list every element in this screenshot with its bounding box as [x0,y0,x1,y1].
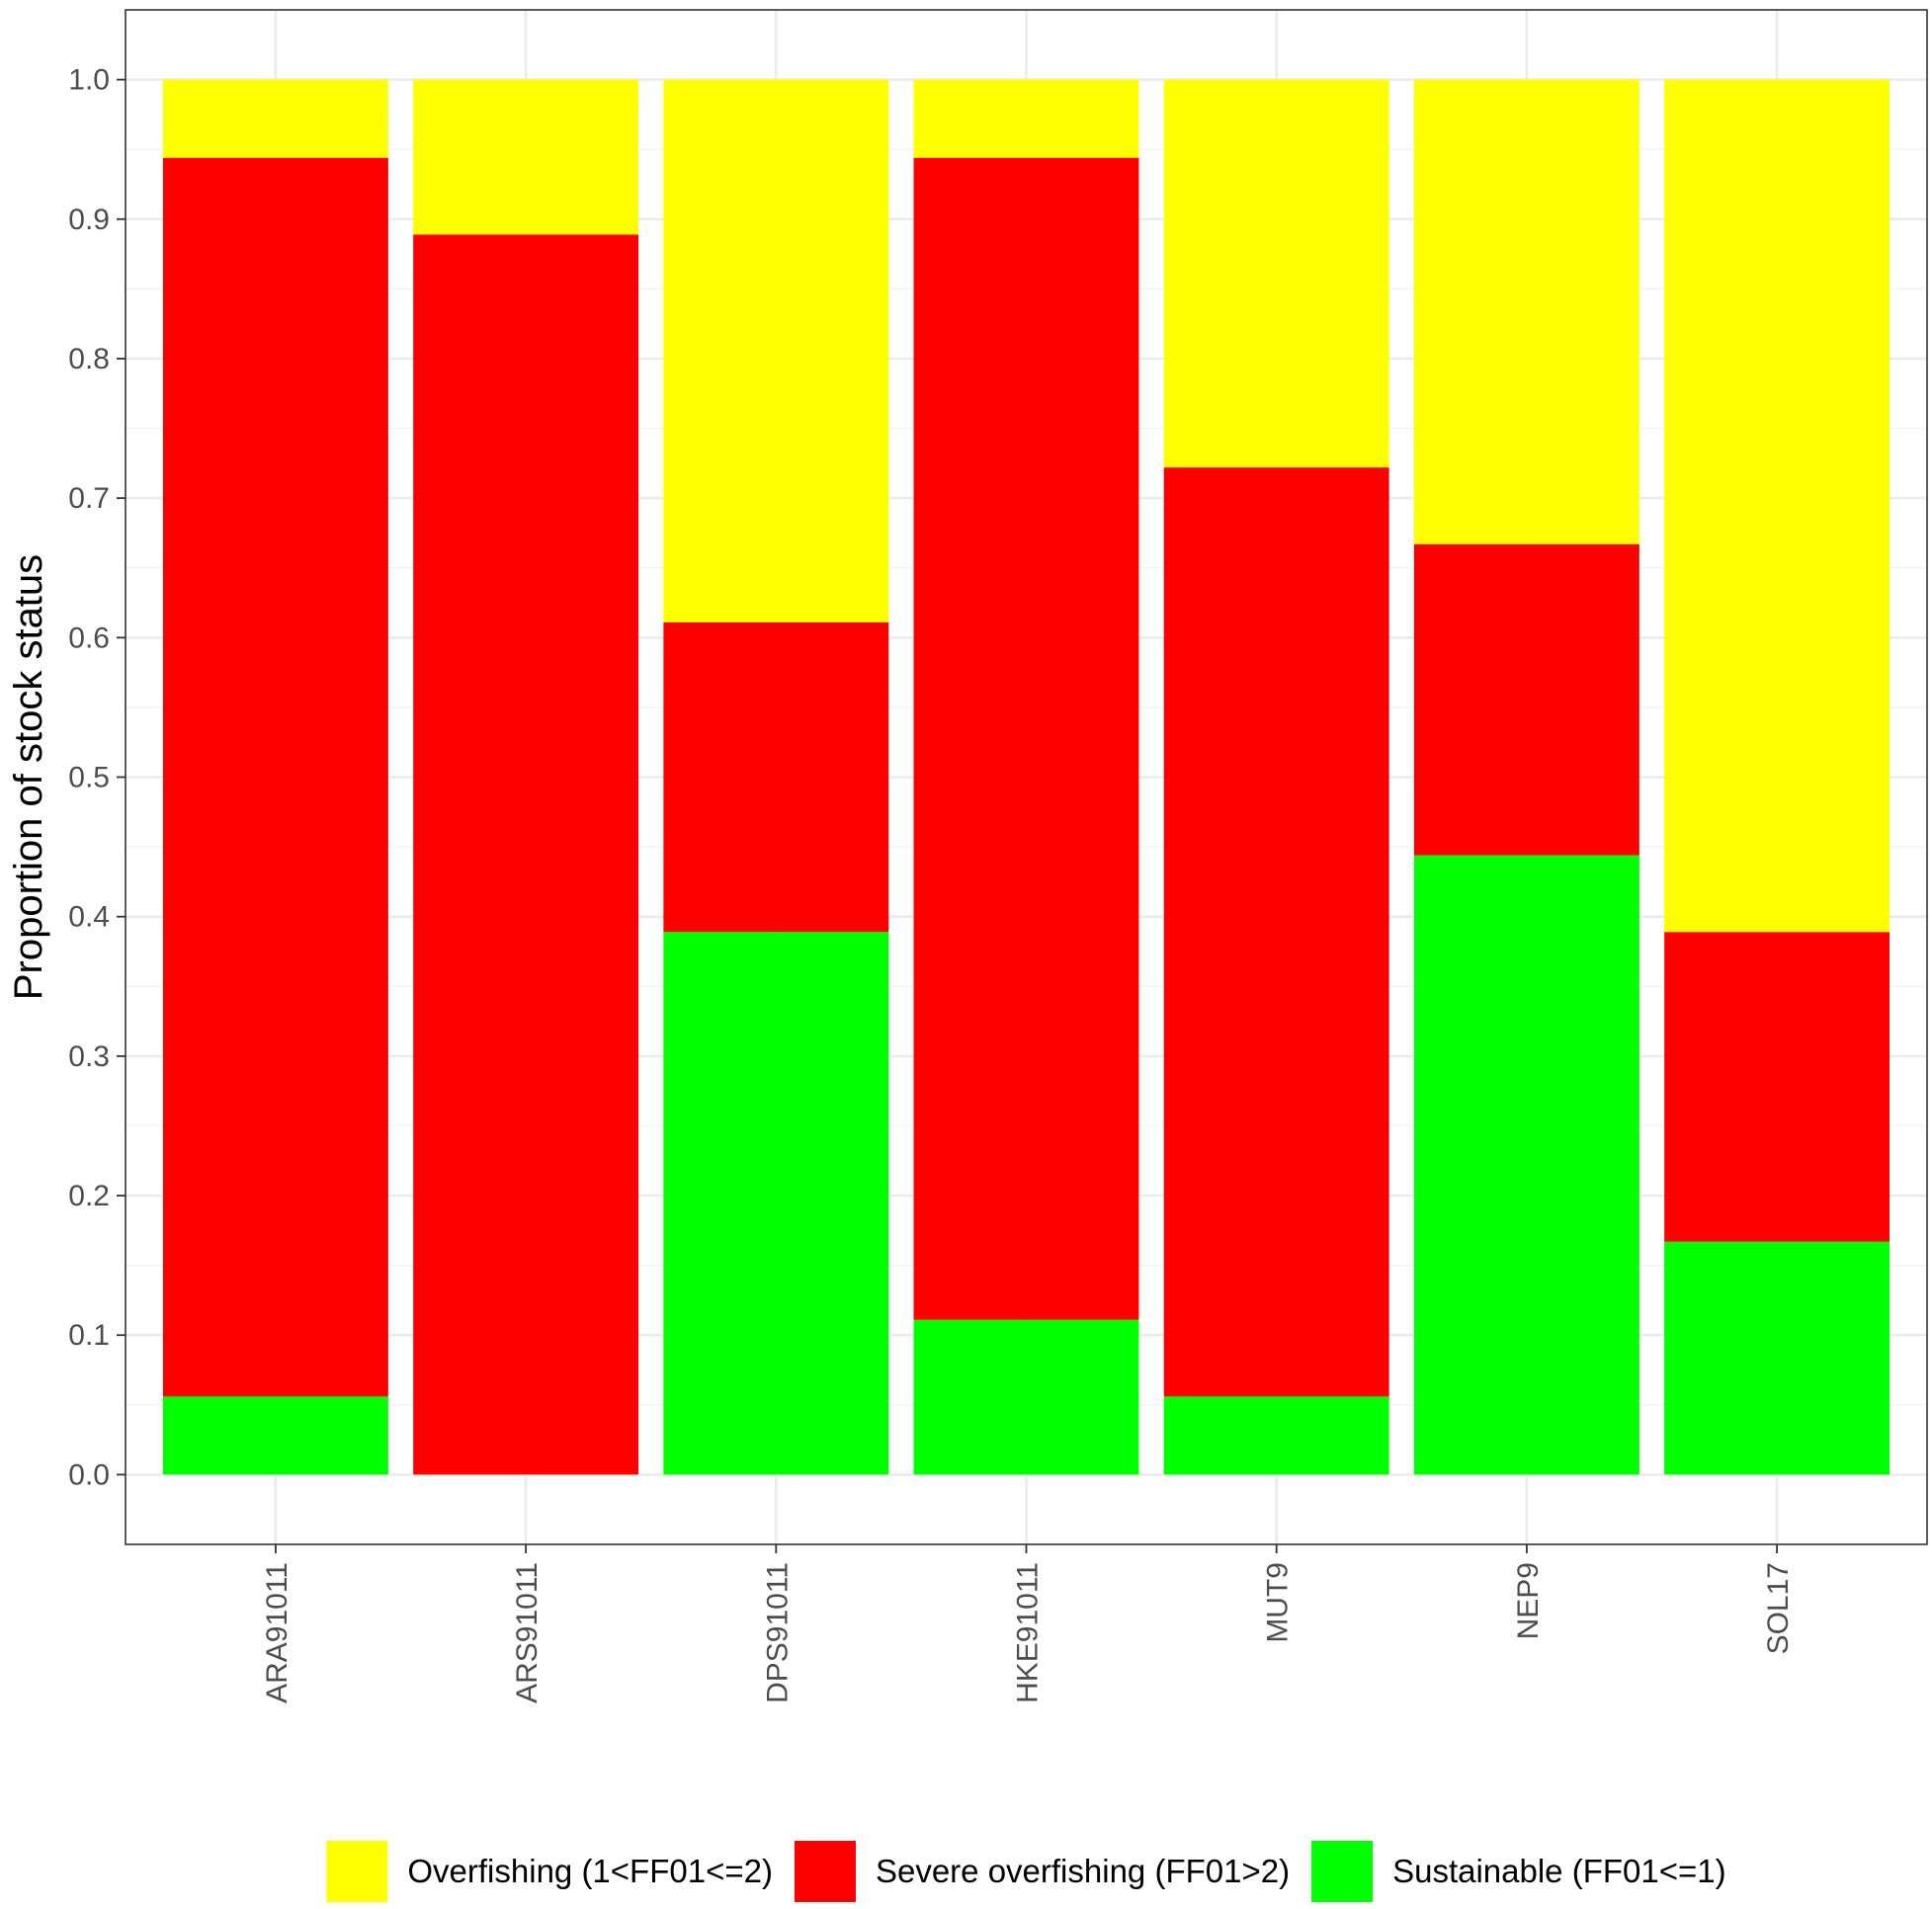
y-axis-title: Proportion of stock status [7,554,50,1000]
x-tick-label: NEP9 [1512,1562,1545,1639]
y-axis: 0.0 0.1 0.2 0.3 0.4 0.5 0.6 0.7 0.8 0.9 1.0 [68,64,126,1491]
bar-segment-hke91011-series-0 [913,1319,1139,1475]
x-tick-label: ARS91011 [511,1562,544,1703]
legend-label: Sustainable (FF01<=1) [1392,1853,1726,1889]
bar-segment-nep9-series-0 [1413,855,1639,1475]
bar-segment-sol17-series-2 [1664,79,1890,933]
bar-segment-ara91011-series-2 [162,79,388,158]
x-tick-label: ARA91011 [261,1562,294,1703]
x-axis: ARA91011 ARS91011 DPS91011 HKE91011 MUT9 NEP9… [261,1544,1795,1703]
bar-segment-ars91011-series-2 [413,79,639,235]
bar-segment-dps91011-series-1 [663,622,889,933]
bars [162,79,1890,1475]
y-tick-label: 1.0 [68,64,110,97]
bar-segment-nep9-series-2 [1413,79,1639,544]
x-tick-label: HKE91011 [1012,1562,1045,1703]
y-tick-label: 0.0 [68,1458,110,1491]
y-tick-label: 0.1 [68,1319,110,1352]
bar-segment-nep9-series-1 [1413,543,1639,856]
y-tick-label: 0.7 [68,482,110,515]
y-tick-label: 0.3 [68,1040,110,1073]
legend: Overfishing (1<FF01<=2) Severe overfishin… [326,1841,1726,1902]
bar-segment-sol17-series-1 [1664,932,1890,1242]
y-tick-label: 0.5 [68,762,110,794]
x-tick-label: SOL17 [1762,1562,1795,1654]
y-tick-label: 0.2 [68,1180,110,1212]
bar-segment-mut9-series-0 [1163,1396,1389,1475]
bar-segment-ara91011-series-1 [162,157,388,1397]
y-tick-label: 0.9 [68,204,110,236]
bar-segment-hke91011-series-1 [913,157,1139,1320]
x-tick-label: DPS91011 [761,1562,794,1703]
bar-segment-hke91011-series-2 [913,79,1139,158]
bar-segment-mut9-series-2 [1163,79,1389,468]
bar-segment-ara91011-series-0 [162,1396,388,1475]
y-tick-label: 0.4 [68,901,110,934]
y-tick-label: 0.6 [68,622,110,654]
legend-key [794,1841,856,1902]
legend-label: Overfishing (1<FF01<=2) [407,1853,773,1889]
bar-segment-dps91011-series-0 [663,932,889,1475]
bar-segment-ars91011-series-1 [413,234,639,1475]
y-tick-label: 0.8 [68,343,110,375]
bar-segment-sol17-series-0 [1664,1241,1890,1475]
bar-segment-mut9-series-1 [1163,467,1389,1397]
legend-key [1311,1841,1374,1902]
bar-segment-dps91011-series-2 [663,79,889,622]
legend-label: Severe overfishing (FF01>2) [876,1853,1290,1889]
x-tick-label: MUT9 [1262,1562,1295,1643]
legend-key [326,1841,388,1902]
